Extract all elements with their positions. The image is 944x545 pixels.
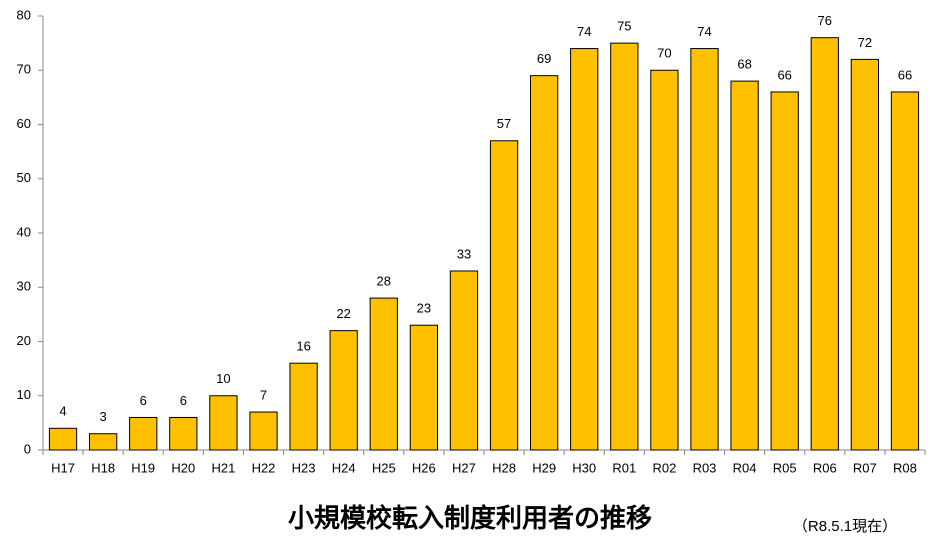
x-tick-label: R06 bbox=[813, 460, 837, 475]
data-label: 33 bbox=[457, 246, 471, 261]
data-label: 28 bbox=[377, 274, 391, 289]
x-tick-label: H20 bbox=[171, 460, 195, 475]
data-label: 75 bbox=[617, 19, 631, 34]
data-label: 66 bbox=[777, 67, 791, 82]
bar bbox=[409, 324, 438, 451]
bar bbox=[650, 69, 679, 451]
bar bbox=[249, 411, 278, 451]
data-label: 57 bbox=[497, 116, 511, 131]
bar bbox=[169, 416, 198, 451]
bar bbox=[449, 270, 479, 451]
x-tick-label: H19 bbox=[131, 460, 155, 475]
y-tick-label: 0 bbox=[24, 441, 31, 456]
bar bbox=[810, 37, 839, 451]
x-tick-label: R01 bbox=[612, 460, 636, 475]
note: （R8.5.1現在） bbox=[793, 518, 897, 535]
data-label: 22 bbox=[336, 306, 350, 321]
data-label: 74 bbox=[697, 24, 711, 39]
x-tick-label: R02 bbox=[652, 460, 676, 475]
bar bbox=[770, 91, 799, 451]
x-tick-label: H25 bbox=[372, 460, 396, 475]
bar bbox=[129, 416, 158, 451]
x-tick-label: R04 bbox=[733, 460, 757, 475]
bar bbox=[369, 297, 398, 451]
bar bbox=[89, 433, 118, 451]
x-tick-label: R08 bbox=[893, 460, 917, 475]
y-tick-label: 20 bbox=[17, 333, 31, 348]
data-label: 10 bbox=[216, 371, 230, 386]
data-label: 70 bbox=[657, 46, 671, 61]
x-tick-label: H23 bbox=[292, 460, 316, 475]
y-tick-label: 80 bbox=[17, 7, 31, 22]
bar bbox=[48, 427, 78, 451]
data-label: 68 bbox=[737, 57, 751, 72]
bar bbox=[610, 42, 639, 451]
x-tick-label: H21 bbox=[211, 460, 235, 475]
data-label: 23 bbox=[417, 301, 431, 316]
data-label: 6 bbox=[140, 393, 147, 408]
x-tick-label: H18 bbox=[91, 460, 115, 475]
x-tick-label: H29 bbox=[532, 460, 556, 475]
data-label: 6 bbox=[180, 393, 187, 408]
x-tick-label: H17 bbox=[51, 460, 75, 475]
data-label: 16 bbox=[296, 339, 310, 354]
data-label: 3 bbox=[100, 409, 107, 424]
x-tick-label: R03 bbox=[693, 460, 717, 475]
x-tick-label: R05 bbox=[773, 460, 797, 475]
bar bbox=[890, 91, 920, 451]
data-label: 7 bbox=[260, 387, 267, 402]
x-tick-label: H24 bbox=[332, 460, 356, 475]
y-tick-label: 40 bbox=[17, 224, 31, 239]
x-tick-label: R07 bbox=[853, 460, 877, 475]
bar bbox=[530, 75, 559, 451]
bar bbox=[850, 58, 879, 451]
y-tick-label: 10 bbox=[17, 387, 31, 402]
data-label: 4 bbox=[59, 404, 66, 419]
y-tick-label: 30 bbox=[17, 279, 31, 294]
bar bbox=[690, 48, 719, 451]
bar bbox=[489, 140, 519, 451]
x-tick-label: H22 bbox=[252, 460, 276, 475]
data-label: 76 bbox=[818, 13, 832, 28]
x-tick-label: H30 bbox=[572, 460, 596, 475]
x-tick-label: H28 bbox=[492, 460, 516, 475]
data-label: 74 bbox=[577, 24, 591, 39]
bar bbox=[209, 395, 238, 451]
bar bbox=[730, 80, 759, 451]
x-tick-label: H26 bbox=[412, 460, 436, 475]
data-label: 72 bbox=[858, 35, 872, 50]
y-tick-label: 60 bbox=[17, 116, 31, 131]
bar bbox=[289, 362, 318, 451]
x-tick-label: H27 bbox=[452, 460, 476, 475]
data-label: 69 bbox=[537, 51, 551, 66]
chart-title: 小規模校転入制度利用者の推移 bbox=[288, 503, 652, 533]
y-tick-label: 50 bbox=[17, 170, 31, 185]
data-label: 66 bbox=[898, 67, 912, 82]
bar bbox=[570, 48, 599, 451]
bar bbox=[329, 330, 358, 451]
y-tick-label: 70 bbox=[17, 62, 31, 77]
